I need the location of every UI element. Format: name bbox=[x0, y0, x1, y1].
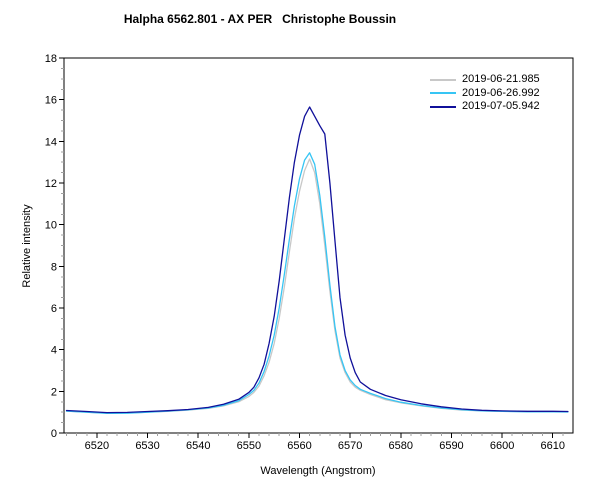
y-tick-label: 0 bbox=[51, 428, 57, 440]
legend-item: 2019-06-21.985 bbox=[430, 73, 540, 87]
y-tick-label: 4 bbox=[51, 345, 57, 357]
x-tick-label: 6610 bbox=[540, 440, 564, 452]
x-tick-label: 6530 bbox=[135, 440, 159, 452]
y-tick-label: 10 bbox=[45, 220, 57, 232]
legend-swatch bbox=[430, 78, 456, 81]
y-axis-label: Relative intensity bbox=[21, 204, 33, 288]
y-tick-label: 6 bbox=[51, 303, 57, 315]
x-tick-label: 6590 bbox=[439, 440, 463, 452]
x-tick-label: 6550 bbox=[237, 440, 261, 452]
legend-item: 2019-07-05.942 bbox=[430, 100, 540, 114]
x-tick-label: 6570 bbox=[338, 440, 362, 452]
x-tick-label: 6540 bbox=[186, 440, 210, 452]
chart-title: Halpha 6562.801 - AX PER Christophe Bous… bbox=[123, 12, 397, 26]
y-tick-label: 18 bbox=[45, 53, 57, 65]
x-tick-label: 6580 bbox=[389, 440, 413, 452]
legend-item: 2019-06-26.992 bbox=[430, 87, 540, 101]
x-axis-label: Wavelength (Angstrom) bbox=[260, 465, 375, 477]
legend: 2019-06-21.985 2019-06-26.992 2019-07-05.9… bbox=[430, 73, 540, 114]
y-tick-label: 16 bbox=[45, 95, 57, 107]
y-tick-label: 12 bbox=[45, 178, 57, 190]
x-tick-label: 6600 bbox=[490, 440, 514, 452]
series-line-2019-07-05.942 bbox=[65, 106, 569, 414]
series-lines bbox=[65, 106, 569, 415]
series-line-2019-06-21.985 bbox=[65, 158, 569, 414]
x-tick-label: 6560 bbox=[287, 440, 311, 452]
x-tick-label: 6520 bbox=[85, 440, 109, 452]
legend-swatch bbox=[430, 105, 456, 108]
y-tick-label: 14 bbox=[45, 136, 57, 148]
y-tick-label: 2 bbox=[51, 386, 57, 398]
plot-frame bbox=[63, 57, 574, 434]
legend-swatch bbox=[430, 92, 456, 95]
legend-label: 2019-06-21.985 bbox=[462, 73, 540, 86]
legend-label: 2019-06-26.992 bbox=[462, 86, 540, 99]
series-line-2019-06-26.992 bbox=[65, 152, 569, 415]
y-tick-label: 8 bbox=[51, 261, 57, 273]
axes: 6520 6530 6540 6550 6560 6570 6580 6590 6600 6610… bbox=[45, 53, 574, 452]
legend-label: 2019-07-05.942 bbox=[462, 100, 540, 113]
